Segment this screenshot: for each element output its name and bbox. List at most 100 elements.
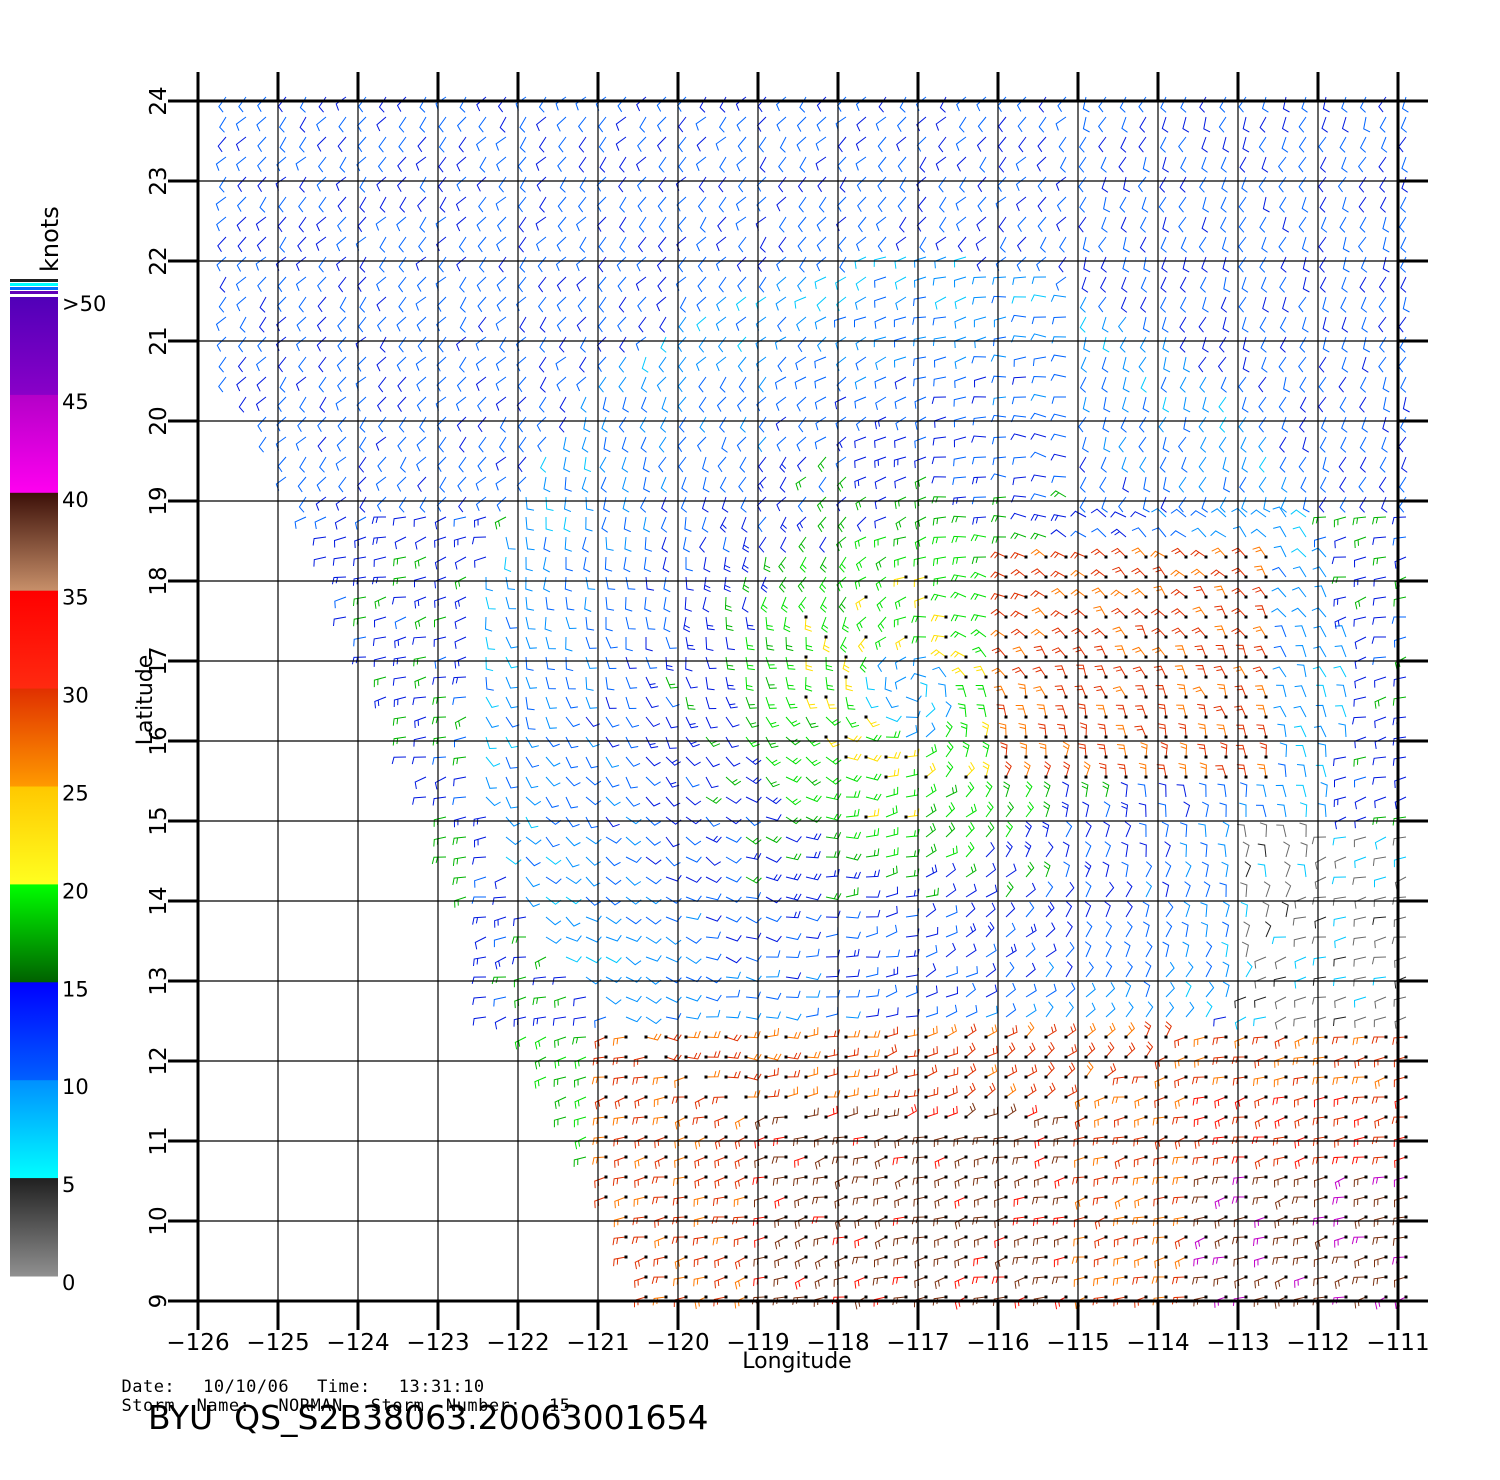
wind-barb — [1139, 456, 1147, 473]
wind-barb — [997, 176, 1007, 192]
rain-flag — [1364, 1175, 1368, 1179]
wind-barb — [1160, 496, 1167, 513]
wind-barb — [805, 815, 822, 823]
wind-barb — [565, 916, 581, 927]
rain-flag — [624, 1135, 628, 1139]
wind-barb — [645, 796, 661, 807]
rain-flag — [844, 1155, 848, 1159]
wind-barb — [1085, 961, 1094, 978]
wind-barb — [1142, 921, 1150, 938]
wind-barb — [414, 616, 427, 630]
rain-flag — [1004, 755, 1008, 759]
wind-barb — [854, 1276, 867, 1289]
wind-barb — [1379, 196, 1387, 213]
rain-flag — [604, 1155, 608, 1159]
rain-flag — [884, 1275, 888, 1279]
wind-barb — [805, 973, 822, 981]
wind-barb — [436, 376, 447, 392]
wind-barb — [774, 1216, 787, 1228]
wind-barb — [1241, 396, 1249, 413]
wind-barb — [535, 236, 547, 252]
wind-barb — [677, 216, 687, 233]
wind-barb — [1292, 1256, 1307, 1266]
wind-barb — [1145, 961, 1152, 978]
wind-barb — [1234, 1096, 1247, 1110]
x-tick-label: −112 — [1286, 1330, 1349, 1356]
wind-barb — [775, 416, 787, 431]
rain-flag — [684, 1215, 688, 1219]
wind-barb — [434, 596, 447, 608]
wind-barb — [556, 116, 567, 132]
wind-barb — [875, 116, 887, 131]
wind-barb — [1298, 116, 1307, 133]
wind-barb — [315, 496, 327, 511]
rain-flag — [644, 1055, 648, 1059]
wind-barb — [1339, 136, 1347, 153]
rain-flag — [1204, 715, 1208, 719]
wind-barb — [1005, 801, 1015, 818]
wind-barb — [419, 96, 427, 113]
wind-barb — [773, 1276, 787, 1287]
wind-barb — [1082, 436, 1089, 453]
wind-barb — [1312, 666, 1327, 678]
wind-barb — [994, 1256, 1007, 1270]
wind-barb — [1274, 956, 1287, 970]
wind-barb — [373, 656, 387, 667]
date-value: 10/10/06 — [203, 1377, 290, 1397]
wind-barb — [1159, 176, 1167, 193]
wind-barb — [1274, 996, 1287, 1010]
wind-barb — [1177, 683, 1187, 698]
rain-flag — [944, 1175, 948, 1179]
wind-barb — [865, 1088, 880, 1098]
wind-barb — [1372, 976, 1387, 986]
wind-barb — [1221, 176, 1228, 193]
wind-barb — [545, 596, 555, 611]
wind-barb — [958, 116, 967, 133]
wind-barb — [1025, 983, 1037, 998]
rain-flag — [824, 695, 828, 699]
wind-barb — [277, 396, 287, 412]
wind-barb — [505, 536, 516, 550]
wind-barb — [1198, 416, 1207, 433]
wind-barb — [865, 773, 882, 781]
wind-barb — [1299, 802, 1308, 818]
wind-barb — [1359, 436, 1367, 453]
wind-barb — [1354, 736, 1367, 749]
rain-flag — [1024, 1115, 1028, 1119]
wind-barb — [1373, 1196, 1387, 1207]
wind-barb — [745, 852, 762, 860]
wind-barb — [885, 949, 900, 958]
wind-barb — [336, 236, 347, 252]
wind-barb — [485, 716, 499, 728]
wind-barb — [598, 296, 607, 313]
wind-barb — [316, 336, 327, 352]
rain-flag — [1044, 655, 1048, 659]
wind-barb — [1050, 413, 1067, 421]
rain-flag — [1024, 615, 1028, 619]
rain-flag — [1064, 1095, 1068, 1099]
wind-barb — [945, 822, 956, 838]
wind-barb — [475, 376, 487, 391]
rain-flag — [1104, 635, 1108, 639]
wind-barb — [745, 696, 757, 709]
wind-barb — [1054, 1296, 1067, 1310]
wind-barb — [1134, 1196, 1147, 1209]
wind-barb — [1124, 981, 1132, 998]
wind-barb — [1359, 456, 1367, 473]
wind-barb — [1378, 296, 1387, 313]
wind-barb — [1025, 1003, 1037, 1018]
rain-flag — [1404, 1115, 1408, 1119]
rain-flag — [984, 1115, 988, 1119]
wind-barb — [637, 296, 647, 313]
wind-barb — [1212, 1036, 1227, 1046]
wind-barb — [1130, 511, 1147, 518]
wind-barb — [805, 795, 822, 803]
wind-barb — [612, 1236, 627, 1246]
wind-barb — [758, 276, 767, 293]
wind-barb — [1373, 1056, 1387, 1068]
wind-barb — [776, 276, 787, 292]
rain-flag — [1144, 755, 1148, 759]
wind-barb — [1313, 1196, 1327, 1208]
wind-barb — [532, 996, 547, 1006]
wind-barb — [545, 676, 556, 690]
